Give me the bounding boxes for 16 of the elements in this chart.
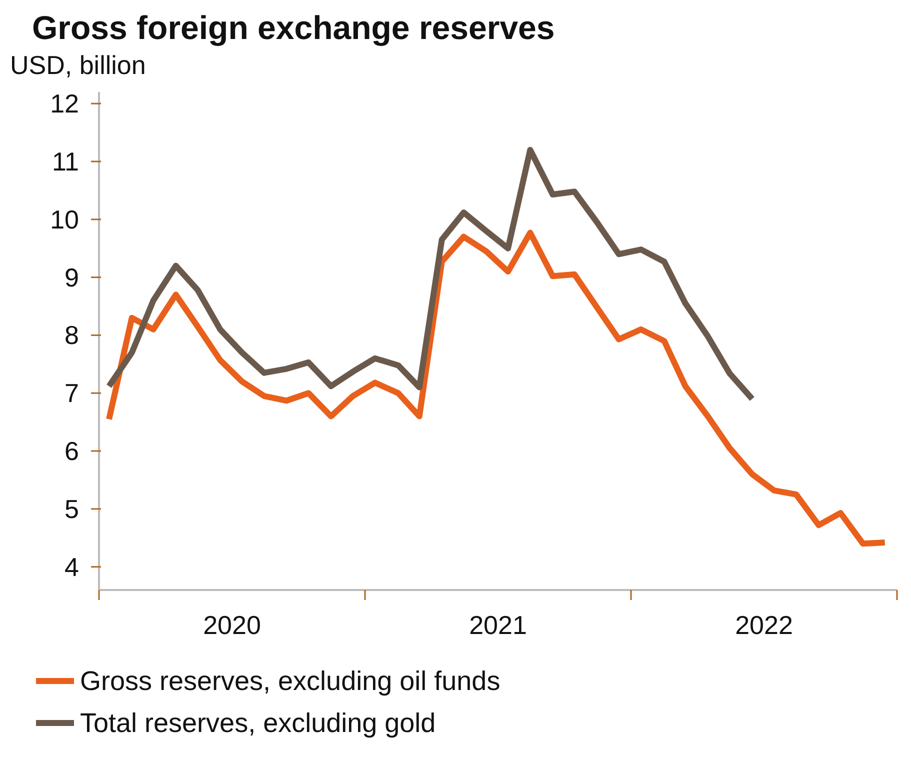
y-tick-label: 8 bbox=[64, 320, 79, 350]
y-tick-label: 5 bbox=[64, 494, 79, 524]
y-tick-label: 7 bbox=[64, 378, 79, 408]
x-tick-label: 2020 bbox=[203, 610, 261, 640]
y-tick-label: 4 bbox=[64, 552, 79, 582]
legend-label: Total reserves, excluding gold bbox=[80, 708, 436, 738]
y-tick-label: 11 bbox=[52, 146, 79, 176]
y-tick-label: 6 bbox=[64, 436, 79, 466]
y-axis-title: USD, billion bbox=[10, 49, 147, 82]
y-tick-label: 12 bbox=[50, 88, 79, 119]
y-tick-label: 9 bbox=[64, 262, 79, 292]
legend-label: Gross reserves, excluding oil funds bbox=[80, 666, 500, 696]
y-tick-label: 10 bbox=[50, 204, 79, 234]
x-tick-label: 2022 bbox=[735, 610, 793, 640]
chart-title: Gross foreign exchange reserves bbox=[32, 8, 556, 48]
x-tick-label: 2021 bbox=[469, 610, 527, 640]
